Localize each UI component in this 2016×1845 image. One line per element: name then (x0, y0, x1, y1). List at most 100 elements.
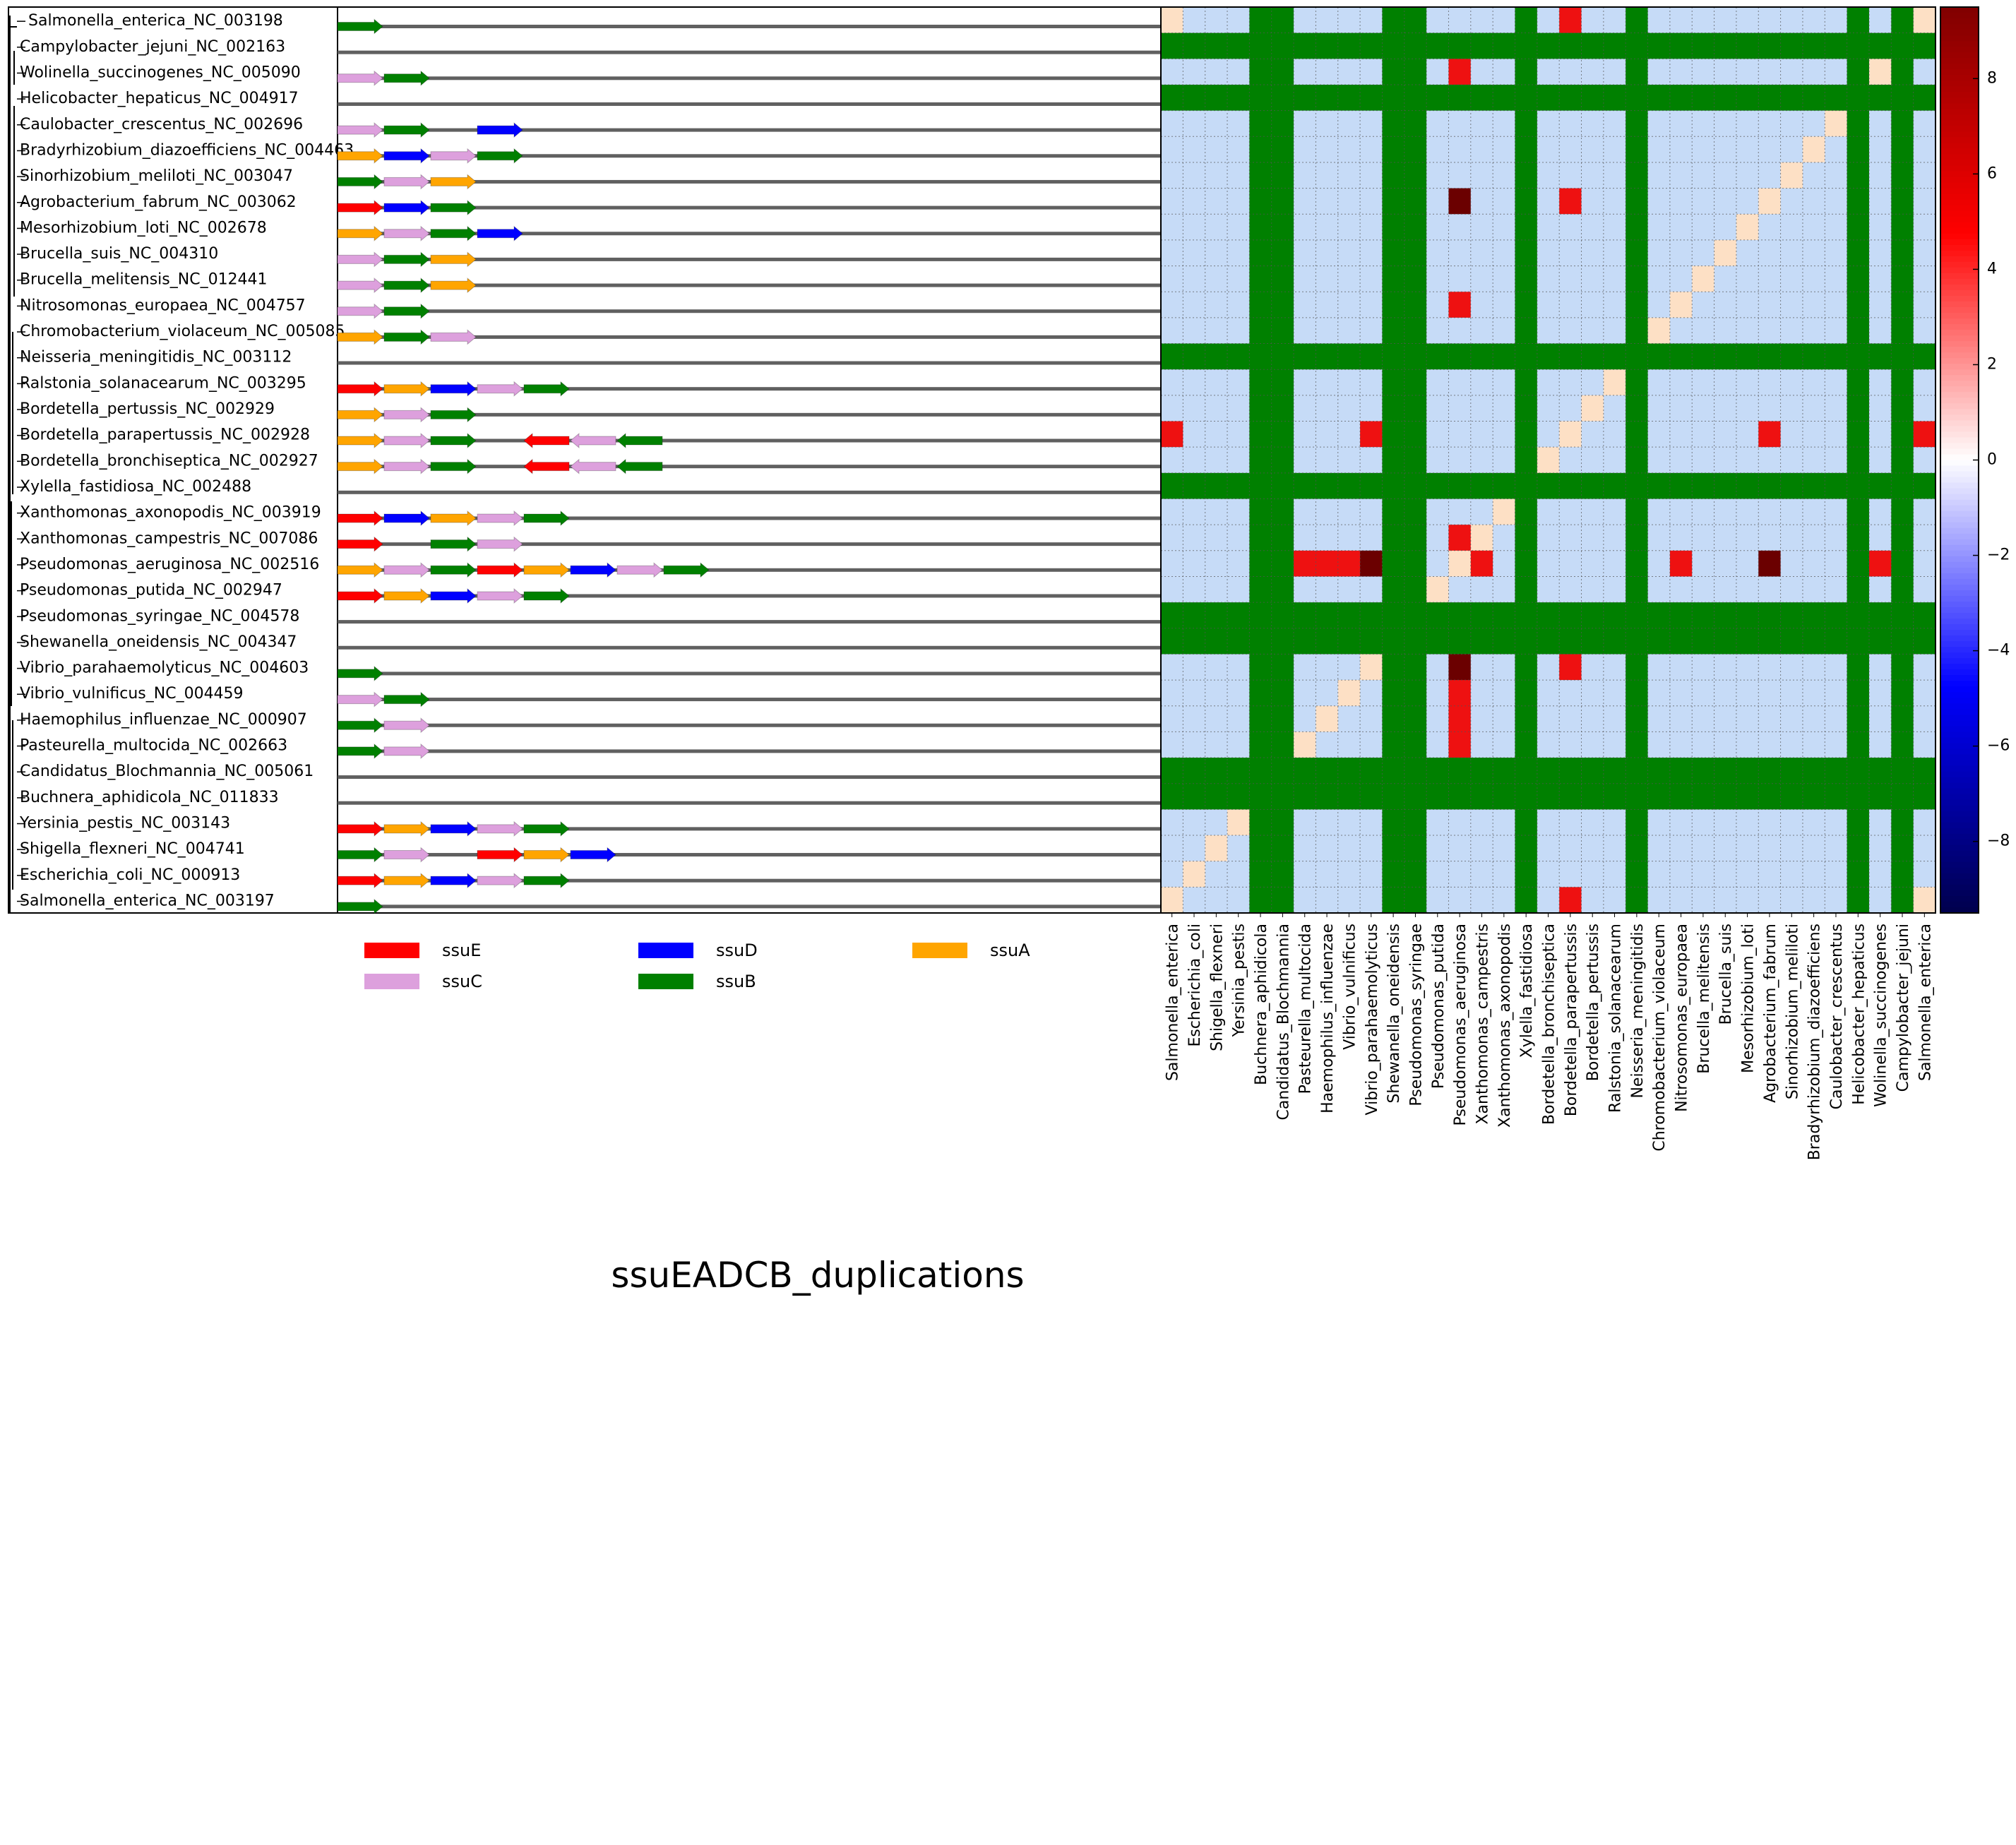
colorbar-segment (1940, 471, 1979, 478)
heatmap-cell (1249, 59, 1272, 85)
heatmap-cell (1183, 680, 1206, 707)
colorbar-segment (1940, 114, 1979, 121)
heatmap-cell (1891, 525, 1914, 551)
heatmap-cell (1227, 84, 1250, 112)
heatmap-cell (1847, 188, 1870, 215)
gene-arrow-ssuA (430, 277, 477, 294)
heatmap-cell (1847, 317, 1870, 345)
heatmap-cell (1891, 498, 1914, 525)
heatmap-cell (1515, 861, 1538, 888)
heatmap-cell (1603, 758, 1626, 784)
heatmap-cell (1337, 602, 1361, 629)
genome-label: Pasteurella_multocida_NC_002663 (20, 737, 287, 755)
heatmap-cell (1669, 7, 1693, 34)
heatmap-cell (1758, 292, 1782, 318)
heatmap-cell (1626, 576, 1649, 603)
heatmap-cell (1337, 887, 1361, 914)
genome-label: Wolinella_succinogenes_NC_005090 (20, 64, 301, 81)
colorbar-segment (1940, 561, 1979, 568)
colorbar-segment (1940, 273, 1979, 280)
gene-arrow-ssuB (383, 691, 430, 707)
heatmap-cell (1891, 550, 1914, 577)
heatmap-cell (1205, 292, 1228, 318)
heatmap-cell (1758, 32, 1782, 59)
colorbar-segment (1940, 324, 1979, 330)
heatmap-cell (1515, 628, 1538, 655)
heatmap-cell (1448, 472, 1472, 499)
heatmap-cell (1758, 758, 1782, 784)
colorbar-segment (1940, 301, 1979, 308)
heatmap-cell (1581, 809, 1604, 836)
heatmap-cell (1714, 162, 1737, 189)
heatmap-cell (1360, 110, 1383, 137)
heatmap-cell (1736, 343, 1759, 370)
colorbar-segment (1940, 607, 1979, 614)
heatmap-cell (1515, 239, 1538, 267)
heatmap-cell (1868, 602, 1892, 629)
gene-order-panel (337, 6, 1162, 914)
heatmap-cell (1802, 343, 1825, 370)
gene-arrow-ssuB (430, 458, 477, 474)
heatmap-cell (1205, 861, 1228, 888)
heatmap-cell (1891, 395, 1914, 422)
heatmap-cell (1227, 887, 1250, 914)
heatmap-cell (1714, 809, 1737, 836)
heatmap-cell (1669, 783, 1693, 810)
heatmap-cell (1758, 680, 1782, 707)
heatmap-cell (1294, 809, 1316, 836)
colorbar-segment (1940, 505, 1979, 512)
heatmap-cell (1161, 525, 1183, 551)
heatmap-cell (1868, 576, 1892, 603)
heatmap-cell (1271, 705, 1294, 732)
heatmap-cell (1714, 680, 1737, 707)
colorbar-segment (1940, 901, 1979, 908)
heatmap-cell (1913, 809, 1936, 836)
heatmap-cell (1868, 835, 1892, 862)
heatmap-cell (1868, 887, 1892, 914)
gene-arrow-ssuD (477, 122, 523, 138)
heatmap-cell (1448, 317, 1472, 345)
colorbar-segment (1940, 794, 1979, 801)
heatmap-cell (1714, 369, 1737, 396)
heatmap-cell (1205, 7, 1228, 34)
gene-arrow-ssuD (383, 510, 430, 527)
heatmap-cell (1316, 550, 1339, 577)
gene-arrow-ssuA (383, 381, 430, 397)
heatmap-cell (1913, 861, 1936, 888)
heatmap-cell (1581, 732, 1604, 758)
heatmap-cell (1669, 654, 1693, 681)
heatmap-x-label: Shewanella_oneidensis (1385, 924, 1403, 1104)
heatmap-cell (1161, 7, 1183, 34)
heatmap-cell (1913, 7, 1936, 34)
colorbar-segment (1940, 811, 1979, 818)
heatmap-cell (1868, 162, 1892, 189)
heatmap-cell (1382, 447, 1405, 474)
colorbar-segment (1940, 341, 1979, 347)
heatmap-cell (1249, 447, 1272, 474)
colorbar-segment (1940, 822, 1979, 829)
heatmap-cell (1825, 136, 1848, 163)
heatmap-cell (1913, 550, 1936, 577)
heatmap-cell (1736, 861, 1759, 888)
heatmap-cell (1227, 628, 1250, 655)
heatmap-cell (1736, 110, 1759, 137)
heatmap-cell (1183, 525, 1206, 551)
heatmap-cell (1448, 162, 1472, 189)
heatmap-cell (1382, 498, 1405, 525)
colorbar-tick-label: −4 (1987, 642, 2010, 659)
heatmap-cell (1382, 835, 1405, 862)
heatmap-x-label: Buchnera_aphidicola (1253, 924, 1270, 1085)
heatmap-cell (1426, 758, 1449, 784)
heatmap-cell (1183, 628, 1206, 655)
heatmap-cell (1758, 395, 1782, 422)
heatmap-cell (1736, 84, 1759, 112)
heatmap-cell (1448, 809, 1472, 836)
heatmap-cell (1426, 265, 1449, 292)
colorbar-segment (1940, 295, 1979, 302)
heatmap-cell (1603, 602, 1626, 629)
heatmap-x-label: Pasteurella_multocida (1297, 924, 1315, 1094)
heatmap-cell (1603, 550, 1626, 577)
genome-backbone (338, 232, 1161, 236)
heatmap-cell (1802, 317, 1825, 345)
